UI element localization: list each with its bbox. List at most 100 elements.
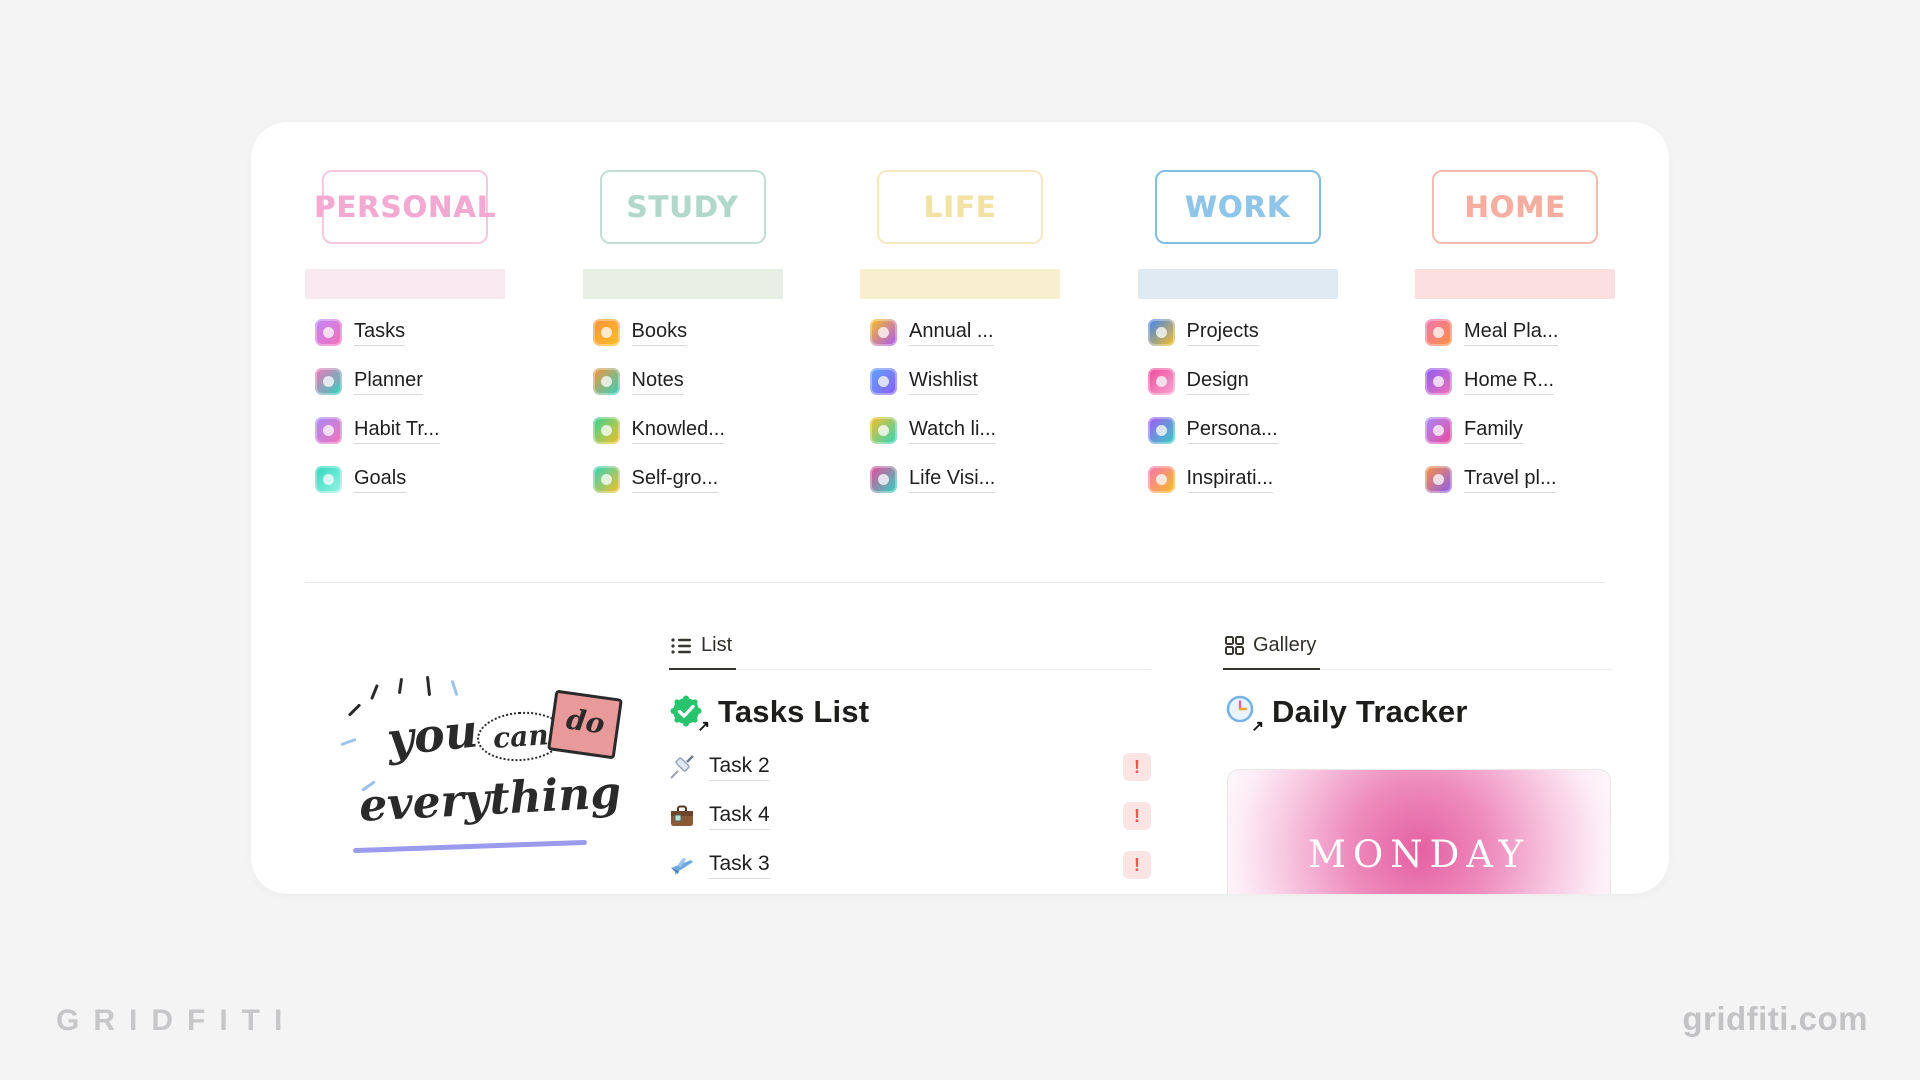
tab-gallery-label: Gallery <box>1253 634 1317 656</box>
page-link-design[interactable]: Design <box>1147 366 1338 396</box>
category-banner-study <box>582 269 783 299</box>
category-banner-life <box>860 269 1060 299</box>
page-link-annual[interactable]: Annual ... <box>870 317 1060 347</box>
gridfiti-logo: GRIDFITI <box>56 1004 297 1037</box>
page-link-label: Habit Tr... <box>354 417 440 444</box>
task-row-task-4[interactable]: Task 4 ! <box>669 801 1151 831</box>
gyroscope-icon <box>1147 367 1175 395</box>
page-link-label: Travel pl... <box>1464 466 1557 493</box>
category-header-life: LIFE <box>877 170 1043 244</box>
page-link-label: Self-gro... <box>631 466 719 493</box>
task-rows: Task 2 ! Task 4 ! <box>669 752 1151 880</box>
game-console-icon <box>1147 318 1175 346</box>
page-link-label: Annual ... <box>909 319 994 346</box>
tasks-list-title[interactable]: ↗ Tasks List <box>669 694 1151 734</box>
tab-gallery[interactable]: Gallery <box>1223 632 1321 670</box>
page-link-life-vision[interactable]: Life Visi... <box>870 464 1060 494</box>
category-title-work: WORK <box>1184 190 1291 224</box>
category-header-home: HOME <box>1432 170 1598 244</box>
category-banner-work <box>1137 269 1338 299</box>
category-title-life: LIFE <box>923 190 997 224</box>
page-link-habit-tracker[interactable]: Habit Tr... <box>315 415 505 445</box>
page-link-label: Notes <box>631 368 684 395</box>
page-link-label: Goals <box>354 466 407 493</box>
column-home: HOME Meal Pla... Home R... Family <box>1415 170 1615 513</box>
link-arrow-icon: ↗ <box>1251 718 1264 735</box>
page-link-label: Inspirati... <box>1186 466 1274 493</box>
page-link-notes[interactable]: Notes <box>592 366 783 396</box>
daily-tracker-heading: Daily Tracker <box>1272 694 1468 729</box>
school-bag-icon <box>592 318 620 346</box>
gallery-view-icon <box>1225 636 1244 655</box>
fish-icon <box>315 465 342 493</box>
page-link-tasks[interactable]: Tasks <box>315 317 505 347</box>
briefcase-icon <box>671 805 693 826</box>
daily-tracker-gallery-view: Gallery ↗ Daily Tracker MONDAY <box>1223 632 1613 894</box>
watch-icon <box>315 367 342 395</box>
tab-list-label: List <box>701 634 733 656</box>
gridfiti-url: gridfiti.com <box>1682 1000 1868 1037</box>
page-link-label: Tasks <box>354 319 406 346</box>
page-link-wishlist[interactable]: Wishlist <box>870 366 1060 396</box>
page-link-label: Planner <box>354 368 423 395</box>
column-personal: PERSONAL Tasks Planner Habit Tr... <box>305 170 505 513</box>
task-label: Task 4 <box>709 803 770 830</box>
page-link-label: Home R... <box>1464 368 1555 395</box>
category-title-study: STUDY <box>626 190 739 224</box>
tv-icon <box>870 416 897 444</box>
page-link-meal-planner[interactable]: Meal Pla... <box>1425 317 1615 347</box>
category-banner-personal <box>305 269 505 299</box>
clock-icon: ↗ <box>1223 694 1264 734</box>
hot-air-balloon-icon <box>592 465 620 493</box>
tab-list[interactable]: List <box>669 632 737 670</box>
section-divider <box>305 582 1605 583</box>
monday-card-label: MONDAY <box>1308 833 1530 876</box>
illustration-word-you: you <box>384 703 481 767</box>
camper-van-icon <box>1425 465 1452 493</box>
syringe-icon <box>670 755 694 779</box>
page-link-family[interactable]: Family <box>1425 415 1615 445</box>
priority-badge: ! <box>1123 851 1151 879</box>
page-link-planner[interactable]: Planner <box>315 366 505 396</box>
task-row-task-3[interactable]: Task 3 ! <box>669 850 1151 880</box>
popsicle-icon <box>1425 318 1452 346</box>
page-link-label: Persona... <box>1186 417 1278 444</box>
category-banner-home <box>1415 269 1615 299</box>
calculator-icon <box>1425 367 1452 395</box>
task-row-task-2[interactable]: Task 2 ! <box>669 752 1151 782</box>
list-view-tabs: List <box>669 632 1151 670</box>
category-title-personal: PERSONAL <box>313 190 497 224</box>
perfume-bottle-icon <box>1147 416 1175 444</box>
category-title-home: HOME <box>1464 190 1566 224</box>
tree-icon <box>592 416 620 444</box>
task-label: Task 3 <box>709 852 770 879</box>
rings-icon <box>1425 416 1452 444</box>
page-link-personal-brand[interactable]: Persona... <box>1147 415 1338 445</box>
page-link-travel-plans[interactable]: Travel pl... <box>1425 464 1615 494</box>
daily-tracker-title[interactable]: ↗ Daily Tracker <box>1223 694 1613 734</box>
bottle-icon <box>315 318 342 346</box>
category-header-study: STUDY <box>599 170 766 244</box>
illustration-word-do-sticky-note: do <box>547 689 624 760</box>
notion-dashboard-card: PERSONAL Tasks Planner Habit Tr... <box>251 122 1669 894</box>
page-link-knowledge[interactable]: Knowled... <box>592 415 783 445</box>
category-columns: PERSONAL Tasks Planner Habit Tr... <box>251 122 1669 513</box>
page-link-home-renovation[interactable]: Home R... <box>1425 366 1615 396</box>
gallery-view-tabs: Gallery <box>1223 632 1613 670</box>
check-badge-icon: ↗ <box>669 694 710 734</box>
page-link-label: Books <box>631 319 688 346</box>
daily-tracker-card-monday[interactable]: MONDAY <box>1227 769 1611 894</box>
column-work: WORK Projects Design Persona... <box>1137 170 1338 513</box>
page-link-books[interactable]: Books <box>592 317 783 347</box>
airplane-icon <box>671 858 693 875</box>
roller-skate-icon <box>315 416 342 444</box>
page-link-label: Projects <box>1186 319 1259 346</box>
page-link-self-growth[interactable]: Self-gro... <box>592 464 783 494</box>
page-link-projects[interactable]: Projects <box>1147 317 1338 347</box>
page-link-inspiration[interactable]: Inspirati... <box>1147 464 1338 494</box>
page-link-watch-list[interactable]: Watch li... <box>870 415 1060 445</box>
task-label: Task 2 <box>709 754 770 781</box>
column-study: STUDY Books Notes Knowled... <box>582 170 783 513</box>
page-link-goals[interactable]: Goals <box>315 464 505 494</box>
